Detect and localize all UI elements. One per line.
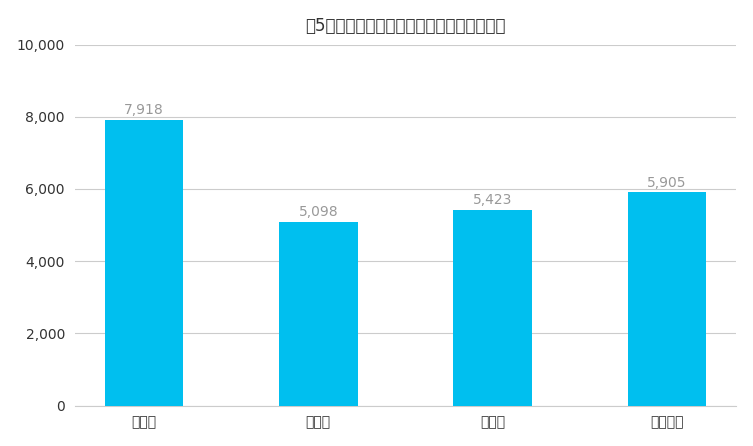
Bar [279,222,358,405]
Bar [105,120,183,405]
Text: 5,905: 5,905 [648,176,687,190]
Bar [453,210,532,405]
Text: 7,918: 7,918 [124,103,164,117]
Text: 5,098: 5,098 [298,205,338,219]
Text: 5,423: 5,423 [473,193,512,207]
Title: 築5年以下のマンションの売却相場（万円）: 築5年以下のマンションの売却相場（万円） [305,17,506,35]
Bar [628,192,706,405]
